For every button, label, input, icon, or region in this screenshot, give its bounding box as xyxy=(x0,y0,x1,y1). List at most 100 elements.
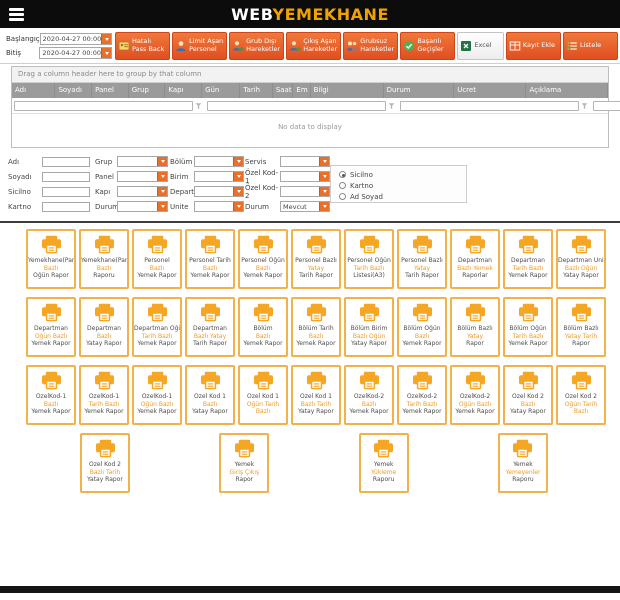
radio-option-ad-soyad[interactable]: Ad Soyad xyxy=(339,193,466,201)
durum-2-dropdown-icon[interactable] xyxy=(319,202,329,211)
report-button-personel-tarih-bazl-yemek-rapor[interactable]: Personel Tarih Bazlı Yemek Rapor xyxy=(185,229,235,289)
report-button-departman-tarih-bazl-yemek-rapor[interactable]: Departman Tarih Bazlı Yemek Rapor xyxy=(503,229,553,289)
report-button-zelkod-1-bazl-yemek-rapor[interactable]: ÖzelKod-1 Bazlı Yemek Rapor xyxy=(26,365,76,425)
kap-select[interactable] xyxy=(117,186,168,197)
radio-unselected-icon[interactable] xyxy=(339,193,346,200)
durum-select[interactable] xyxy=(117,201,168,212)
servis-2-select[interactable] xyxy=(280,156,330,167)
report-button-zelkod-2-tarih-bazl-yemek-rapor[interactable]: ÖzelKod-2 Tarih Bazlı Yemek Rapor xyxy=(397,365,447,425)
column-header-saat[interactable]: Saat xyxy=(273,83,294,98)
b-l-m-select[interactable] xyxy=(194,156,244,167)
zel-kod-1-2-select[interactable] xyxy=(280,171,330,182)
radio-selected-icon[interactable] xyxy=(339,171,346,178)
report-button-b-l-m-birim-bazl-n-yatay-rapor[interactable]: Bölüm Birim Bazlı Öğün Yatay Rapor xyxy=(344,297,394,357)
report-button-personel-bazl-yemek-rapor[interactable]: Personel Bazlı Yemek Rapor xyxy=(132,229,182,289)
report-button-departman-bazl-yatay-rapor[interactable]: Departman Bazlı Yatay Rapor xyxy=(79,297,129,357)
toolbar-button-listele[interactable]: Listele xyxy=(562,32,619,60)
column-header-em[interactable]: Em xyxy=(293,83,311,98)
column-header-grup[interactable]: Grup xyxy=(129,83,166,98)
toolbar-button-k-a-an-hareketler[interactable]: Çıkış Aşan Hareketler xyxy=(286,32,342,60)
kartno-input[interactable] xyxy=(42,201,90,212)
zel-kod-2-2-select[interactable] xyxy=(280,186,330,197)
toolbar-button-kay-t-ekle[interactable]: Kayıt Ekle xyxy=(505,32,561,60)
end-date-input[interactable]: 2020-04-27 00:00 xyxy=(39,47,112,59)
filter-funnel-icon[interactable] xyxy=(580,100,589,111)
column-header-tarih[interactable]: Tarih xyxy=(240,83,273,98)
report-button-zelkod-1-n-bazl-yemek-rapor[interactable]: ÖzelKod-1 Öğün Bazlı Yemek Rapor xyxy=(132,365,182,425)
filter-funnel-icon[interactable] xyxy=(194,100,203,111)
soyad-input[interactable] xyxy=(42,171,90,182)
kap-dropdown-icon[interactable] xyxy=(157,187,167,196)
ad-input[interactable] xyxy=(42,156,90,167)
report-button-zel-kod-1-bazl-tarih-yatay-rapor[interactable]: Özel Kod 1 Bazlı Tarih Yatay Rapor xyxy=(291,365,341,425)
report-button-personel-n-tarih-bazl-listesi-a3[interactable]: Personel Öğün Tarih Bazlı Listesi(A3) xyxy=(344,229,394,289)
report-button-zelkod-1-tarih-bazl-yemek-rapor[interactable]: ÖzelKod-1 Tarih Bazlı Yemek Rapor xyxy=(79,365,129,425)
report-button-yemek-yemeyenler-raporu[interactable]: Yemek Yemeyenler Raporu xyxy=(497,433,548,493)
column-header-ucret[interactable]: Ucret xyxy=(454,83,527,98)
report-button-departman-bazl-yatay-tarih-rapor[interactable]: Departman Bazlı Yatay Tarih Rapor xyxy=(185,297,235,357)
column-header-durum[interactable]: Durum xyxy=(384,83,455,98)
column-header-kap[interactable]: Kapı xyxy=(165,83,203,98)
filter-funnel-icon[interactable] xyxy=(387,100,396,111)
report-button-departman-bazl-yemek-raporlar[interactable]: Departman Bazlı Yemek Raporlar xyxy=(450,229,500,289)
column-header-bilgi[interactable]: Bilgi xyxy=(311,83,384,98)
zel-kod-1-2-dropdown-icon[interactable] xyxy=(319,172,329,181)
column-header-a-klama[interactable]: Açıklama xyxy=(526,83,609,98)
panel-dropdown-icon[interactable] xyxy=(157,172,167,181)
grid-group-panel[interactable]: Drag a column header here to group by th… xyxy=(12,67,608,83)
start-date-dropdown-icon[interactable] xyxy=(101,34,112,44)
radio-unselected-icon[interactable] xyxy=(339,182,346,189)
report-button-yemek-y-kleme-raporu[interactable]: Yemek Yükleme Raporu xyxy=(358,433,409,493)
radio-option-sicilno[interactable]: Sicilno xyxy=(339,171,466,179)
toolbar-button-limit-a-an-personel[interactable]: Limit Aşan Personel xyxy=(172,32,228,60)
report-button-zelkod-2-bazl-yemek-rapor[interactable]: ÖzelKod-2 Bazlı Yemek Rapor xyxy=(344,365,394,425)
filter-input-soyad[interactable] xyxy=(207,100,386,111)
report-button-zel-kod-2-bazl-tarih-yatay-rapor[interactable]: Özel Kod 2 Bazlı Tarih Yatay Rapor xyxy=(80,433,130,493)
column-header-g-n[interactable]: Gün xyxy=(202,83,241,98)
column-header-soyad[interactable]: Soyadı xyxy=(55,83,93,98)
report-button-yemek-giri-k-rapor[interactable]: Yemek Giriş Çıkış Rapor xyxy=(219,433,270,493)
report-button-zel-kod-2-n-tarih-bazl[interactable]: Özel Kod 2 Öğün Tarih Bazlı xyxy=(556,365,606,425)
toolbar-button-grubsuz-hareketler[interactable]: Grubsuz Hareketler xyxy=(343,32,399,60)
servis-2-dropdown-icon[interactable] xyxy=(319,157,329,166)
report-button-b-l-m-bazl-yatay-rapor[interactable]: Bölüm Bazlı Yatay Rapor xyxy=(450,297,500,357)
report-button-personel-bazl-yatay-tarih-rapor[interactable]: Personel Bazlı Yatay Tarih Rapor xyxy=(397,229,447,289)
departman-select[interactable] xyxy=(194,186,244,197)
report-button-b-l-m-bazl-yatay-tarih-rapor[interactable]: Bölüm Bazlı Yatay Tarih Rapor xyxy=(556,297,606,357)
filter-input-panel[interactable] xyxy=(400,100,579,111)
grup-select[interactable] xyxy=(117,156,168,167)
grup-dropdown-icon[interactable] xyxy=(157,157,167,166)
departman-dropdown-icon[interactable] xyxy=(233,187,243,196)
column-header-ad[interactable]: Adı xyxy=(12,83,56,98)
report-button-zel-kod-1-bazl-yatay-rapor[interactable]: Özel Kod 1 Bazlı Yatay Rapor xyxy=(185,365,235,425)
hamburger-menu-icon[interactable] xyxy=(9,7,24,21)
toolbar-button-hatal-pass-back[interactable]: Hatalı Pass Back xyxy=(115,32,171,60)
b-l-m-dropdown-icon[interactable] xyxy=(233,157,243,166)
filter-input-grup[interactable] xyxy=(593,100,620,111)
toolbar-button-ba-ar-l-ge-i-ler[interactable]: Başarılı Geçişler xyxy=(400,32,456,60)
report-button-personel-n-bazl-yemek-rapor[interactable]: Personel Öğün Bazlı Yemek Rapor xyxy=(238,229,288,289)
report-button-zel-kod-1-n-tarih-bazl[interactable]: Özel Kod 1 Öğün Tarih Bazlı xyxy=(238,365,288,425)
toolbar-button-grub-d-hareketler[interactable]: Grub Dışı Hareketler xyxy=(229,32,285,60)
unite-select[interactable] xyxy=(194,201,244,212)
start-date-input[interactable]: 2020-04-27 00:00 xyxy=(39,33,113,45)
radio-option-kartno[interactable]: Kartno xyxy=(339,182,466,190)
report-button-personel-bazl-yatay-tarih-rapor[interactable]: Personel Bazlı Yatay Tarih Rapor xyxy=(291,229,341,289)
report-button-b-l-m-n-bazl-yemek-rapor[interactable]: Bölüm Öğün Bazlı Yemek Rapor xyxy=(397,297,447,357)
report-button-zelkod-2-n-bazl-yemek-rapor[interactable]: ÖzelKod-2 Öğün Bazlı Yemek Rapor xyxy=(450,365,500,425)
end-date-dropdown-icon[interactable] xyxy=(101,48,111,58)
report-button-zel-kod-2-bazl-yatay-rapor[interactable]: Özel Kod 2 Bazlı Yatay Rapor xyxy=(503,365,553,425)
column-header-panel[interactable]: Panel xyxy=(92,83,129,98)
birim-dropdown-icon[interactable] xyxy=(233,172,243,181)
report-button-b-l-m-bazl-yemek-rapor[interactable]: Bölüm Bazlı Yemek Rapor xyxy=(238,297,288,357)
report-button-b-l-m-tarih-bazl-yemek-rapor[interactable]: Bölüm Tarih Bazlı Yemek Rapor xyxy=(291,297,341,357)
birim-select[interactable] xyxy=(194,171,244,182)
zel-kod-2-2-dropdown-icon[interactable] xyxy=(319,187,329,196)
unite-dropdown-icon[interactable] xyxy=(233,202,243,211)
filter-input-ad[interactable] xyxy=(14,100,193,111)
report-button-departman-n-bazl-yemek-rapor[interactable]: Departman Öğün Bazlı Yemek Rapor xyxy=(26,297,76,357)
